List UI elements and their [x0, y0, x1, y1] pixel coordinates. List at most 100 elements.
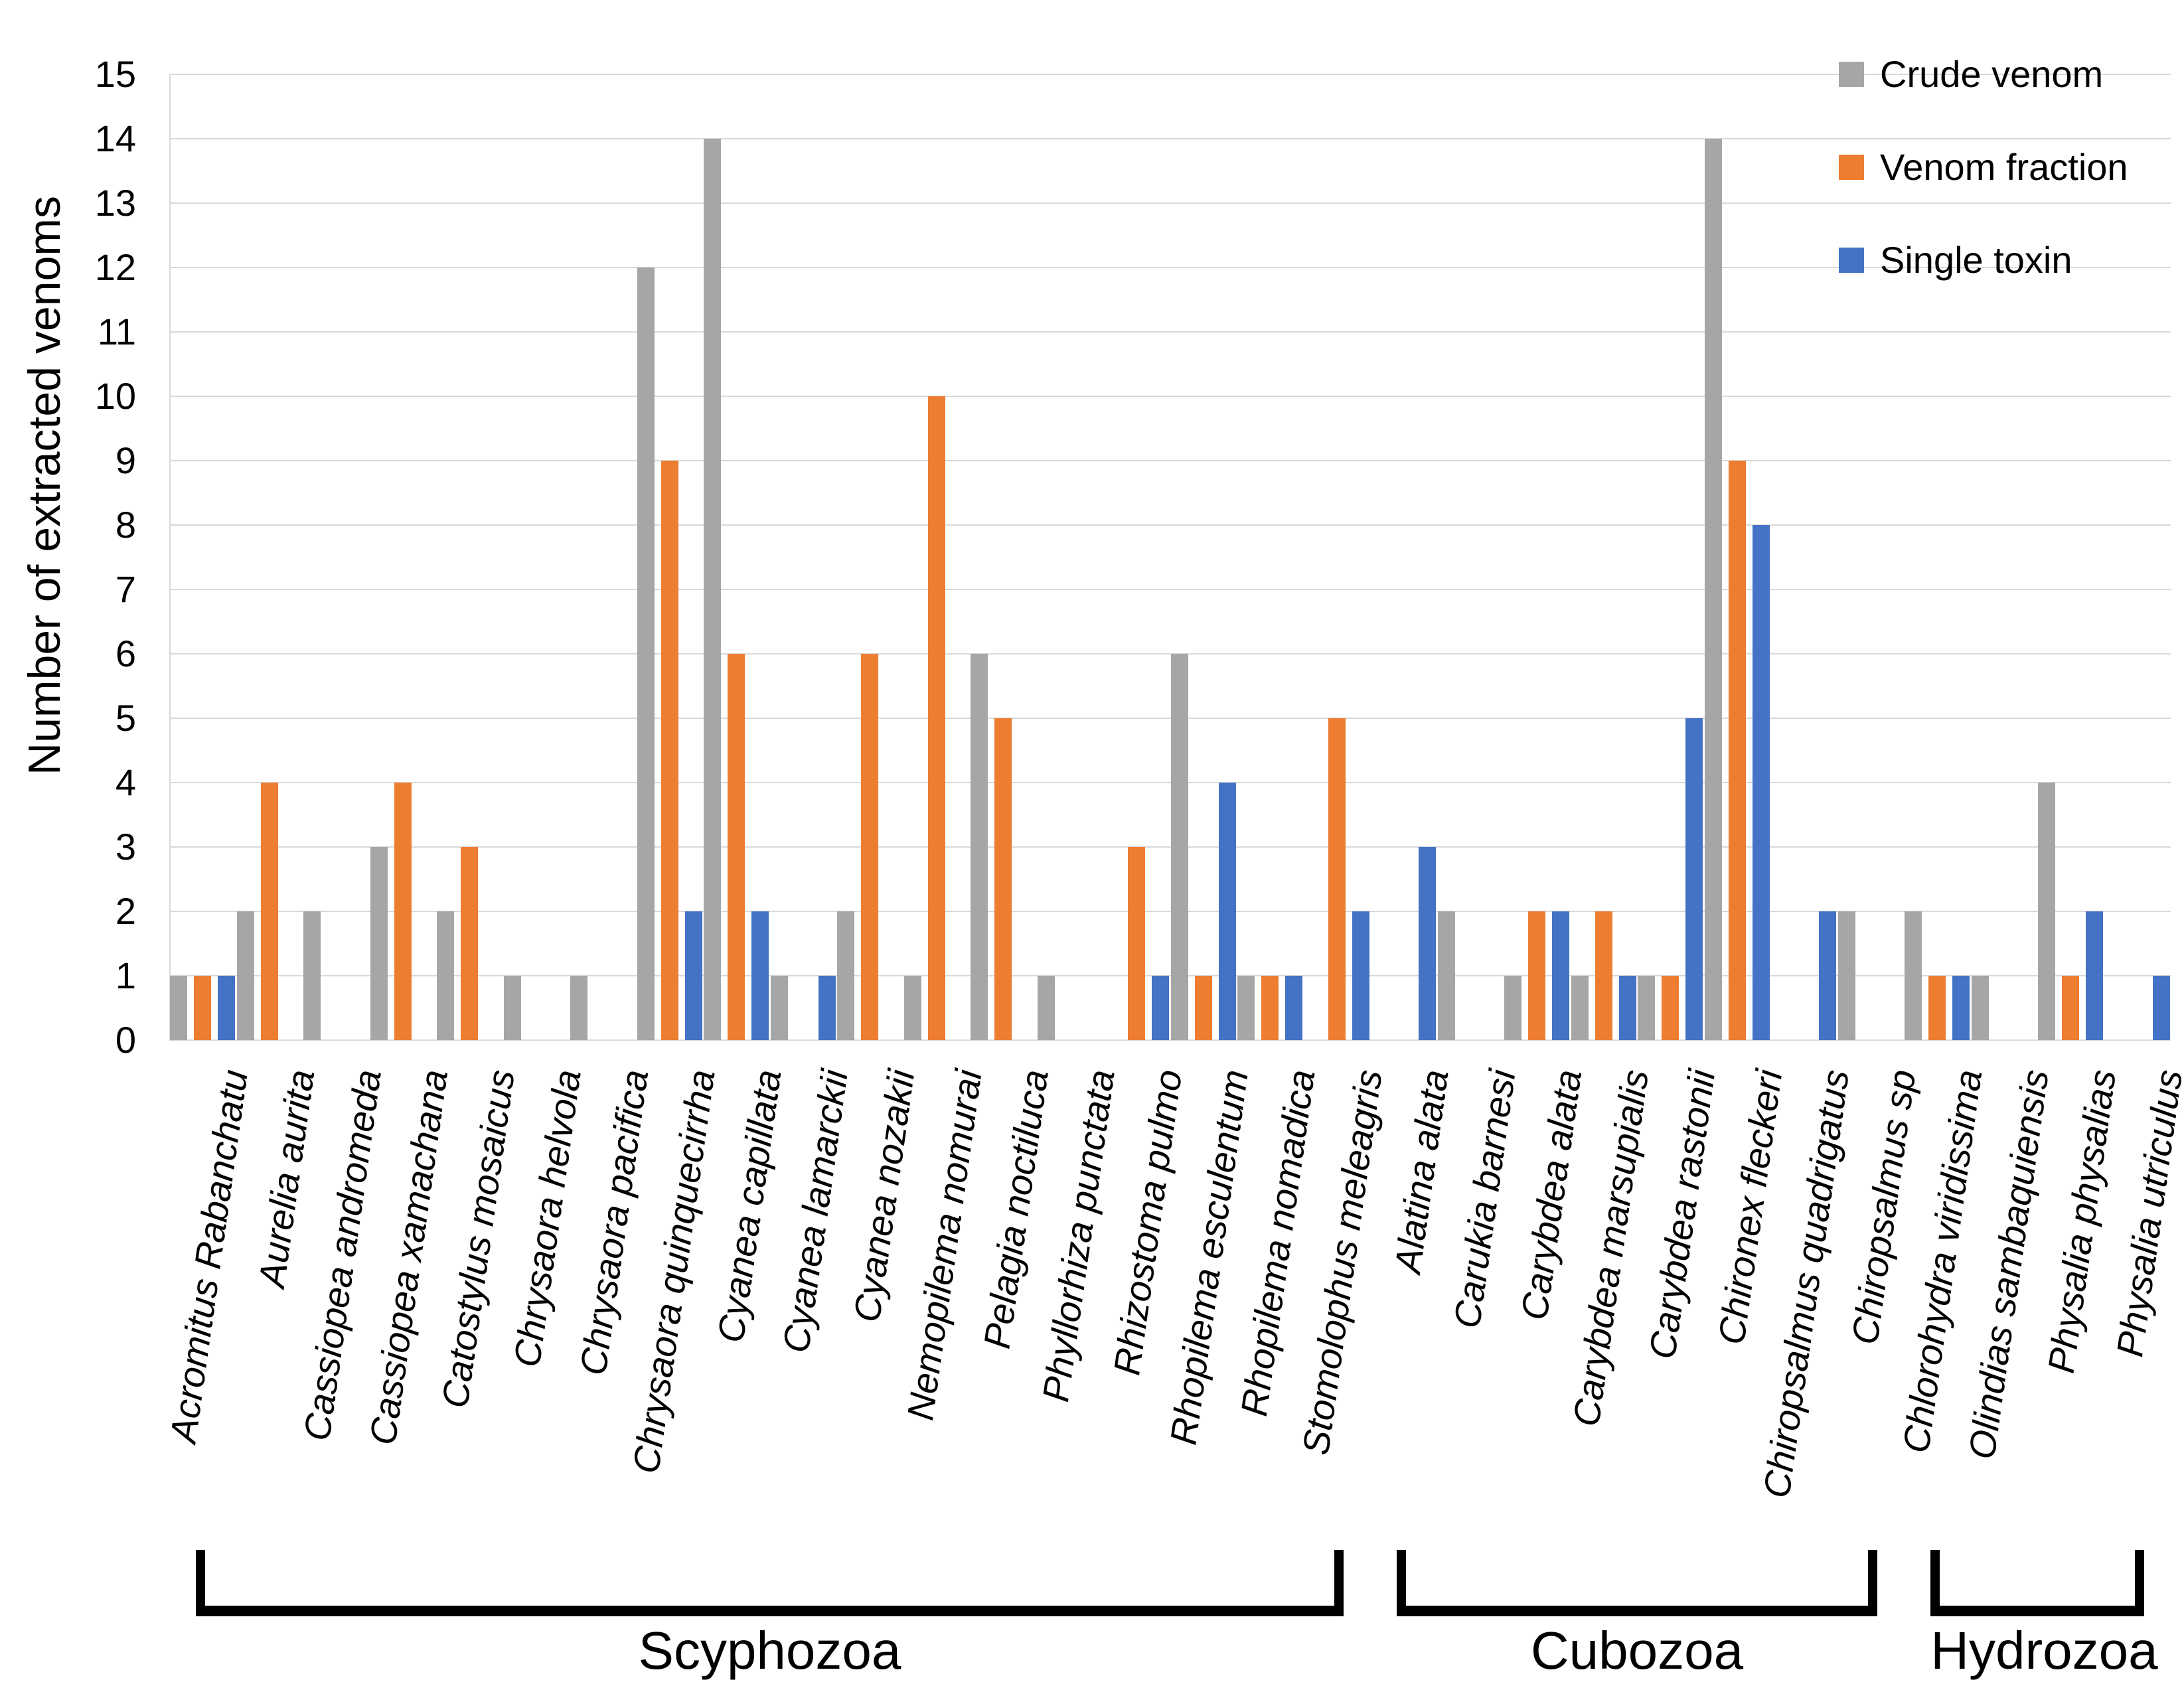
bar-crude-venom	[1638, 976, 1656, 1040]
bar-single-toxin	[1952, 976, 1970, 1040]
bar-crude-venom	[2038, 783, 2056, 1040]
x-axis-label: Carukia barnesi	[1445, 1067, 1523, 1331]
bar-venom-fraction	[661, 461, 678, 1040]
bar-crude-venom	[704, 139, 722, 1040]
y-axis-tick-label: 1	[115, 955, 136, 996]
bar-crude-venom	[503, 976, 521, 1040]
bar-single-toxin	[1285, 976, 1303, 1040]
bar-venom-fraction	[1928, 976, 1946, 1040]
bar-venom-fraction	[1128, 847, 1146, 1040]
y-axis-tick-label: 9	[115, 439, 136, 481]
bar-single-toxin	[1152, 976, 1170, 1040]
bar-venom-fraction	[1261, 976, 1279, 1040]
gridline	[169, 653, 2171, 654]
y-axis-tick-label: 7	[115, 568, 136, 610]
bar-venom-fraction	[1595, 911, 1612, 1040]
bar-crude-venom	[903, 976, 921, 1040]
y-axis-tick-label: 15	[94, 53, 136, 95]
legend-label: Crude venom	[1880, 53, 2104, 95]
y-axis-tick-label: 10	[94, 375, 136, 417]
gridline	[169, 202, 2171, 204]
bar-crude-venom	[1170, 654, 1188, 1040]
bar-crude-venom	[837, 911, 855, 1040]
bar-crude-venom	[1971, 976, 1989, 1040]
bar-single-toxin	[1552, 911, 1570, 1040]
gridline	[169, 911, 2171, 912]
y-axis-tick-label: 8	[115, 504, 136, 546]
y-axis-tick-label: 13	[94, 182, 136, 224]
gridline	[169, 138, 2171, 139]
legend-swatch-single-toxin	[1839, 248, 1864, 273]
legend-swatch-venom-fraction	[1839, 155, 1864, 180]
bar-crude-venom	[637, 268, 655, 1040]
gridline	[169, 74, 2171, 75]
group-bracket-cubozoa	[1397, 1550, 1877, 1616]
gridline	[169, 718, 2171, 719]
x-axis-label: Physalia physalias	[2039, 1067, 2124, 1376]
bar-single-toxin	[818, 976, 836, 1040]
bar-single-toxin	[1685, 718, 1703, 1040]
bar-venom-fraction	[1328, 718, 1346, 1040]
bar-crude-venom	[236, 911, 254, 1040]
bar-single-toxin	[1819, 911, 1837, 1040]
bar-venom-fraction	[927, 396, 945, 1040]
gridline	[169, 782, 2171, 783]
gridline	[169, 975, 2171, 976]
y-axis-line	[169, 74, 171, 1040]
bar-crude-venom	[303, 911, 321, 1040]
bar-single-toxin	[684, 911, 702, 1040]
y-axis-tick-label: 14	[94, 117, 136, 159]
x-axis-label: Carybdea alata	[1513, 1067, 1590, 1323]
x-axis-label: Rhizostoma pulmo	[1105, 1067, 1190, 1378]
gridline	[169, 267, 2171, 268]
group-bracket-scyphozoa	[196, 1550, 1344, 1616]
gridline	[169, 460, 2171, 461]
bar-crude-venom	[1037, 976, 1055, 1040]
x-axis-label: Cyanea capillata	[709, 1067, 789, 1345]
bar-crude-venom	[1905, 911, 1922, 1040]
bar-venom-fraction	[2062, 976, 2080, 1040]
bar-single-toxin	[2086, 911, 2104, 1040]
legend-label: Venom fraction	[1880, 146, 2128, 188]
bar-crude-venom	[1704, 139, 1722, 1040]
gridline	[169, 524, 2171, 526]
legend-swatch-crude-venom	[1839, 62, 1864, 87]
bar-venom-fraction	[260, 783, 278, 1040]
bar-crude-venom	[1837, 911, 1855, 1040]
x-axis-label: Aurelia aurita	[250, 1067, 323, 1290]
gridline	[169, 396, 2171, 397]
x-axis-label: Chironex fleckeri	[1709, 1067, 1790, 1347]
x-axis-label: Pelagia noctiluca	[975, 1067, 1056, 1351]
x-axis-label: Chiropsalmus sp	[1843, 1067, 1924, 1347]
bar-single-toxin	[2152, 976, 2170, 1040]
group-label-cubozoa: Cubozoa	[1530, 1621, 1744, 1680]
y-axis-tick-label: 4	[115, 761, 136, 803]
bar-venom-fraction	[394, 783, 412, 1040]
bar-crude-venom	[1571, 976, 1589, 1040]
bar-single-toxin	[1218, 783, 1236, 1040]
y-axis-tick-label: 5	[115, 697, 136, 739]
bar-single-toxin	[1752, 525, 1770, 1040]
gridline	[169, 589, 2171, 590]
bar-venom-fraction	[994, 718, 1012, 1040]
x-axis-label: Acromitus Rabanchatu	[161, 1067, 256, 1446]
y-axis-tick-label: 0	[115, 1019, 136, 1061]
x-axis-label: Cyanea lamarckii	[775, 1067, 856, 1355]
bar-crude-venom	[1237, 976, 1255, 1040]
y-axis-tick-label: 11	[97, 311, 136, 352]
bar-crude-venom	[437, 911, 455, 1040]
x-axis-label: Chrysaora helvola	[505, 1067, 589, 1370]
bar-venom-fraction	[194, 976, 212, 1040]
y-axis-tick-label: 3	[115, 826, 136, 868]
group-label-hydrozoa: Hydrozoa	[1930, 1621, 2158, 1680]
bar-single-toxin	[1618, 976, 1636, 1040]
gridline	[169, 846, 2171, 848]
bar-single-toxin	[218, 976, 236, 1040]
y-axis-tick-label: 2	[115, 890, 136, 932]
x-axis-label: Physalia utriculus	[2108, 1067, 2184, 1359]
gridline	[169, 1039, 2171, 1041]
bar-venom-fraction	[861, 654, 879, 1040]
bar-venom-fraction	[1728, 461, 1746, 1040]
bar-venom-fraction	[461, 847, 479, 1040]
bar-crude-venom	[570, 976, 588, 1040]
